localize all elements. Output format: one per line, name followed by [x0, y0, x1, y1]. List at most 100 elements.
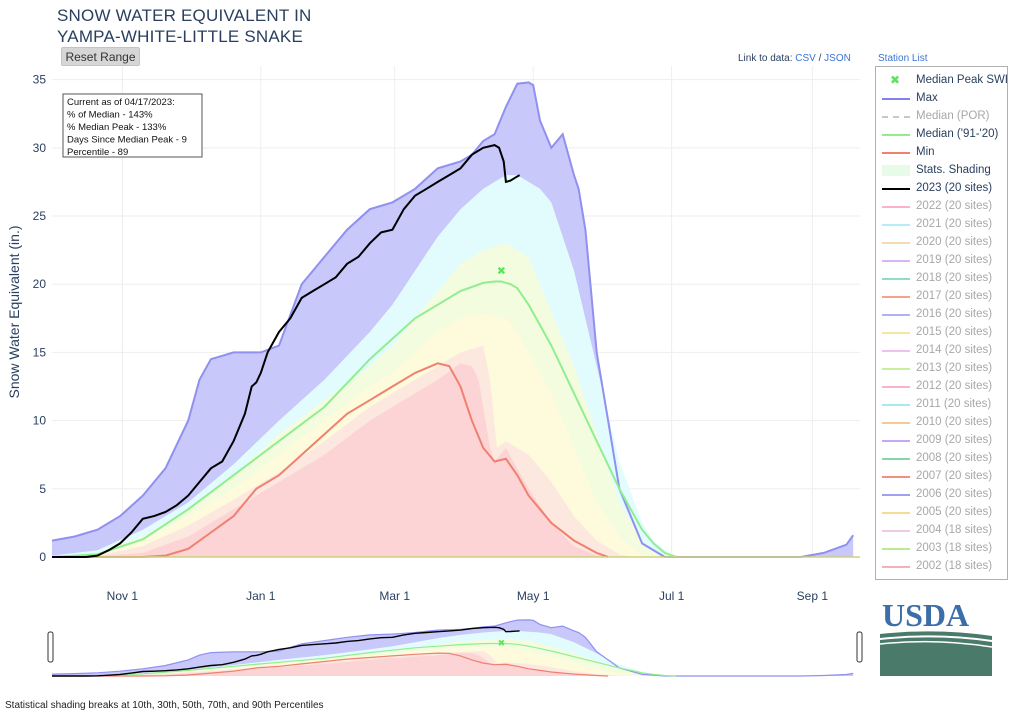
- legend-swatch: [882, 350, 910, 352]
- legend-item[interactable]: Min: [876, 144, 1007, 162]
- shading-footnote: Statistical shading breaks at 10th, 30th…: [5, 700, 324, 711]
- y-tick-label: 25: [33, 209, 47, 223]
- legend-item[interactable]: 2006 (20 sites): [876, 486, 1007, 504]
- legend-label: Median (POR): [916, 110, 990, 122]
- chart-title-line2: YAMPA-WHITE-LITTLE SNAKE: [57, 27, 303, 46]
- annotation-line: % Median Peak - 133%: [67, 122, 167, 133]
- legend[interactable]: ✖ Median Peak SWE Max Median (POR) Median ('…: [875, 66, 1008, 580]
- legend-label: 2012 (20 sites): [916, 380, 993, 392]
- chart-title: SNOW WATER EQUIVALENT IN YAMPA-WHITE-LIT…: [57, 5, 311, 47]
- legend-item[interactable]: 2017 (20 sites): [876, 288, 1007, 306]
- range-current-line: [52, 626, 520, 677]
- legend-item[interactable]: 2019 (20 sites): [876, 252, 1007, 270]
- legend-item[interactable]: 2009 (20 sites): [876, 432, 1007, 450]
- legend-item[interactable]: 2004 (18 sites): [876, 522, 1007, 540]
- legend-label: 2019 (20 sites): [916, 254, 993, 266]
- range-handle-left[interactable]: [47, 631, 54, 663]
- y-tick-label: 10: [33, 414, 47, 428]
- x-tick-label: May 1: [517, 589, 550, 603]
- x-tick-label: Jan 1: [246, 589, 276, 603]
- legend-item[interactable]: 2016 (20 sites): [876, 306, 1007, 324]
- range-slider[interactable]: ✖: [47, 618, 863, 677]
- json-link[interactable]: JSON: [824, 53, 851, 64]
- legend-marker-icon: ✖: [890, 73, 901, 87]
- legend-label: 2005 (20 sites): [916, 506, 993, 518]
- legend-item[interactable]: 2003 (18 sites): [876, 540, 1007, 558]
- median-peak-marker[interactable]: ✖: [497, 266, 506, 278]
- legend-label: 2009 (20 sites): [916, 434, 993, 446]
- legend-label: 2003 (18 sites): [916, 542, 993, 554]
- range-handle-right[interactable]: [856, 631, 863, 663]
- y-tick-label: 5: [39, 482, 46, 496]
- legend-label: 2006 (20 sites): [916, 488, 993, 500]
- usda-logo: USDA: [880, 597, 992, 676]
- legend-item[interactable]: Median (POR): [876, 108, 1007, 126]
- legend-item[interactable]: 2012 (20 sites): [876, 378, 1007, 396]
- legend-label: 2004 (18 sites): [916, 524, 993, 536]
- legend-swatch: [882, 386, 910, 388]
- legend-label: 2007 (20 sites): [916, 470, 993, 482]
- legend-item[interactable]: 2013 (20 sites): [876, 360, 1007, 378]
- x-tick-label: Mar 1: [379, 589, 410, 603]
- y-tick-label: 35: [33, 73, 47, 87]
- legend-item[interactable]: Max: [876, 90, 1007, 108]
- legend-label: 2002 (18 sites): [916, 560, 993, 572]
- y-tick-label: 20: [33, 277, 47, 291]
- legend-item[interactable]: 2011 (20 sites): [876, 396, 1007, 414]
- legend-label: 2018 (20 sites): [916, 272, 993, 284]
- current-year-line[interactable]: [52, 144, 521, 558]
- legend-swatch: [882, 152, 910, 154]
- range-max-line: [51, 619, 854, 677]
- legend-label: 2017 (20 sites): [916, 290, 993, 302]
- legend-swatch: [882, 368, 910, 370]
- legend-item[interactable]: 2008 (20 sites): [876, 450, 1007, 468]
- annotation-line: Days Since Median Peak - 9: [67, 135, 187, 146]
- annotation-line: % of Median - 143%: [67, 110, 153, 121]
- legend-item[interactable]: 2018 (20 sites): [876, 270, 1007, 288]
- links-prefix: Link to data:: [738, 53, 793, 64]
- legend-item[interactable]: 2005 (20 sites): [876, 504, 1007, 522]
- y-tick-label: 30: [33, 141, 47, 155]
- legend-item[interactable]: 2022 (20 sites): [876, 198, 1007, 216]
- min-line[interactable]: [52, 362, 609, 558]
- legend-swatch: [882, 530, 910, 532]
- legend-swatch: [882, 458, 910, 460]
- legend-swatch: [882, 566, 910, 568]
- legend-swatch: [882, 440, 910, 442]
- legend-swatch: [882, 476, 910, 478]
- legend-swatch: [882, 98, 910, 100]
- y-tick-label: 15: [33, 345, 47, 359]
- legend-item[interactable]: 2015 (20 sites): [876, 324, 1007, 342]
- legend-item[interactable]: 2023 (20 sites): [876, 180, 1007, 198]
- csv-link[interactable]: CSV: [795, 53, 816, 64]
- legend-swatch: [882, 206, 910, 208]
- station-list-link[interactable]: Station List: [878, 53, 928, 64]
- legend-swatch: [882, 242, 910, 244]
- legend-item[interactable]: 2007 (20 sites): [876, 468, 1007, 486]
- legend-item[interactable]: Stats. Shading: [876, 162, 1007, 180]
- legend-swatch: [882, 260, 910, 262]
- legend-swatch: [882, 422, 910, 424]
- main-plot-area[interactable]: 0 5 10 15 20 25 30 35 Nov 1 Jan 1 Mar 1 May 1 Jul 1 S…: [6, 66, 860, 603]
- legend-label: 2010 (20 sites): [916, 416, 993, 428]
- legend-swatch: [882, 512, 910, 514]
- legend-label: 2023 (20 sites): [916, 182, 993, 194]
- legend-item[interactable]: 2021 (20 sites): [876, 216, 1007, 234]
- legend-label: Max: [916, 92, 938, 104]
- legend-item[interactable]: 2014 (20 sites): [876, 342, 1007, 360]
- legend-item[interactable]: 2002 (18 sites): [876, 558, 1007, 576]
- legend-swatch: [882, 404, 910, 406]
- legend-item[interactable]: 2020 (20 sites): [876, 234, 1007, 252]
- links-separator: /: [818, 53, 822, 64]
- legend-label: Median ('91-'20): [916, 128, 999, 140]
- median-line[interactable]: [51, 280, 677, 558]
- legend-item[interactable]: 2010 (20 sites): [876, 414, 1007, 432]
- legend-swatch: [882, 548, 910, 550]
- legend-swatch: [882, 224, 910, 226]
- range-min-line: [52, 652, 609, 677]
- legend-item[interactable]: ✖ Median Peak SWE: [876, 72, 1007, 90]
- legend-item[interactable]: Median ('91-'20): [876, 126, 1007, 144]
- reset-range-button[interactable]: Reset Range: [61, 47, 140, 66]
- legend-swatch: [882, 278, 910, 280]
